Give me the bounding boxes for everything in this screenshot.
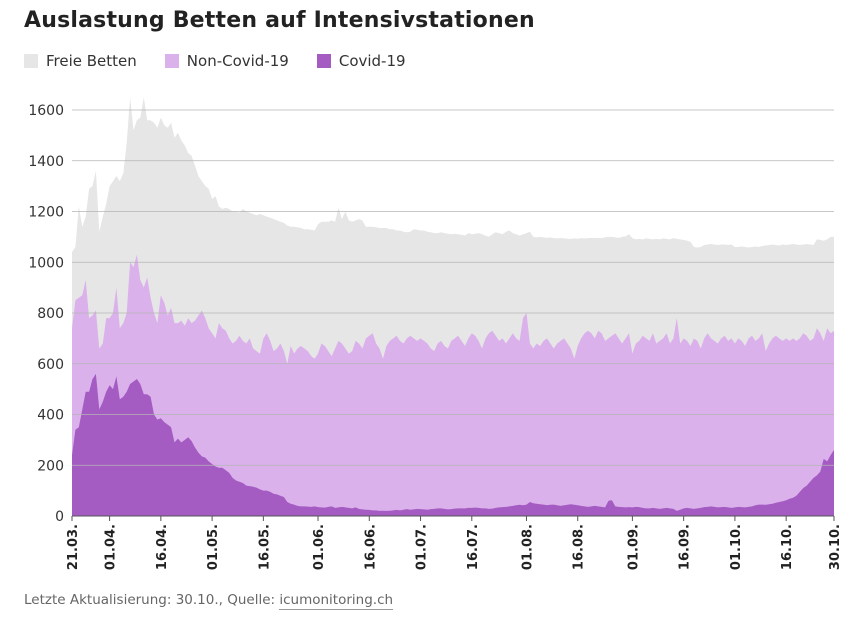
x-tick-label: 16.06. (363, 524, 378, 570)
y-tick-label: 1400 (28, 154, 64, 170)
x-tick-label: 01.05. (206, 524, 221, 570)
source-link[interactable]: icumonitoring.ch (279, 592, 394, 610)
legend-label-covid: Covid-19 (338, 52, 406, 70)
y-tick-label: 800 (37, 306, 64, 322)
y-tick-label: 600 (37, 357, 64, 373)
x-tick-label: 01.08. (520, 524, 535, 570)
y-tick-label: 200 (37, 458, 64, 474)
chart-legend: Freie Betten Non-Covid-19 Covid-19 (24, 52, 406, 70)
legend-item-non-covid: Non-Covid-19 (164, 52, 289, 70)
footer-prefix: Letzte Aktualisierung: 30.10., Quelle: (24, 592, 280, 608)
x-tick-label: 16.10. (780, 524, 795, 570)
x-tick-label: 01.04. (104, 524, 119, 570)
x-tick-label: 16.07. (466, 524, 481, 570)
legend-label-non-covid: Non-Covid-19 (186, 52, 289, 70)
x-tick-label: 16.08. (572, 524, 587, 570)
x-tick-label: 16.05. (257, 524, 272, 570)
legend-swatch-non-covid (164, 54, 179, 68)
y-tick-label: 0 (55, 509, 64, 525)
stacked-areas (72, 97, 834, 517)
x-tick-label: 01.06. (312, 524, 327, 570)
area-covid (72, 373, 834, 516)
y-tick-label: 400 (37, 408, 64, 424)
x-axis: 21.03. 01.04. 16.04. 01.05. 16.05. 01.06. 16.0… (66, 515, 843, 570)
legend-item-covid: Covid-19 (316, 52, 406, 70)
x-tick-label: 01.09. (626, 524, 641, 570)
x-tick-label: 16.09. (678, 524, 693, 570)
legend-item-free-beds: Freie Betten (24, 52, 137, 70)
y-tick-label: 1200 (28, 205, 64, 221)
grid-lines (72, 109, 834, 466)
x-tick-label: 30.10. (828, 524, 843, 570)
chart-title: Auslastung Betten auf Intensivstationen (24, 8, 535, 33)
y-axis: 0 200 400 600 800 1000 1200 1400 1600 (28, 103, 64, 525)
legend-label-free-beds: Freie Betten (46, 52, 137, 70)
x-tick-label: 01.10. (729, 524, 744, 570)
area-chart: 0 200 400 600 800 1000 1200 1400 1600 21.03. 01.0… (28, 97, 843, 570)
area-non-covid (72, 254, 834, 516)
x-tick-label: 21.03. (66, 524, 81, 570)
x-tick-label: 01.07. (415, 524, 430, 570)
y-tick-label: 1600 (28, 103, 64, 119)
footer-note: Letzte Aktualisierung: 30.10., Quelle: i… (24, 592, 394, 610)
legend-swatch-free-beds (24, 54, 38, 68)
x-tick-label: 16.04. (155, 524, 170, 570)
legend-swatch-covid (316, 54, 331, 68)
y-tick-label: 1000 (28, 255, 64, 271)
